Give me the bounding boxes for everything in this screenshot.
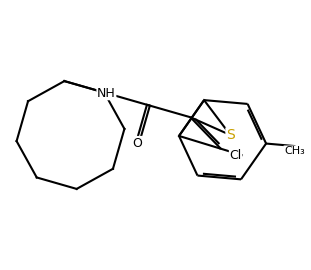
Text: NH: NH [97,87,116,100]
Text: O: O [132,137,142,150]
Text: S: S [226,128,235,142]
Text: CH₃: CH₃ [284,146,305,156]
Text: Cl: Cl [230,148,242,162]
